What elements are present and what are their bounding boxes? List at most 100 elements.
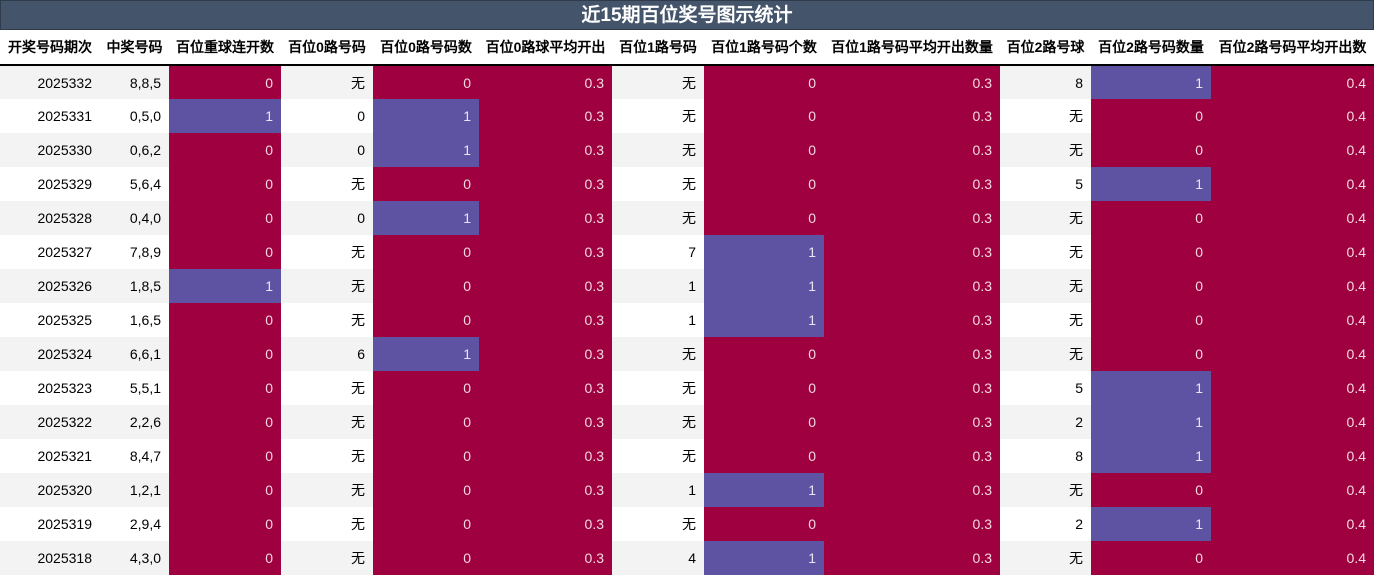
cell-route0-count: 0: [373, 405, 479, 439]
cell-route2-average: 0.4: [1211, 439, 1374, 473]
cell-route2-number: 无: [1000, 473, 1091, 507]
cell-numbers: 5,5,1: [100, 371, 169, 405]
cell-route0-number: 无: [281, 541, 373, 575]
cell-numbers: 7,8,9: [100, 235, 169, 269]
cell-route1-average: 0.3: [824, 405, 1000, 439]
cell-route0-count: 0: [373, 235, 479, 269]
cell-route1-number: 无: [612, 167, 704, 201]
cell-period: 2025323: [0, 371, 100, 405]
table-row: 2025326 1,8,5 1 无 0 0.3 1 1 0.3 无 0 0.4: [0, 269, 1374, 303]
cell-route1-number: 7: [612, 235, 704, 269]
cell-route2-number: 5: [1000, 167, 1091, 201]
cell-period: 2025322: [0, 405, 100, 439]
cell-route0-count: 0: [373, 167, 479, 201]
cell-route1-count: 0: [704, 507, 824, 541]
cell-route1-average: 0.3: [824, 541, 1000, 575]
header-row: 开奖号码期次 中奖号码 百位重球连开数 百位0路号码 百位0路号码数 百位0路球平均开出百…: [0, 30, 1374, 66]
cell-route0-count: 0: [373, 541, 479, 575]
table-row: 2025323 5,5,1 0 无 0 0.3 无 0 0.3 5 1 0.4: [0, 371, 1374, 405]
cell-route1-average: 0.3: [824, 133, 1000, 167]
cell-route0-number: 无: [281, 507, 373, 541]
cell-route0-count: 0: [373, 507, 479, 541]
cell-route2-number: 8: [1000, 65, 1091, 99]
cell-route1-count: 0: [704, 371, 824, 405]
table-row: 2025330 0,6,2 0 0 1 0.3 无 0 0.3 无 0 0.4: [0, 133, 1374, 167]
cell-route0-count: 0: [373, 269, 479, 303]
table-row: 2025325 1,6,5 0 无 0 0.3 1 1 0.3 无 0 0.4: [0, 303, 1374, 337]
cell-numbers: 0,4,0: [100, 201, 169, 235]
cell-hundreds-repeat-count: 0: [169, 133, 281, 167]
cell-route0-average: 0.3: [479, 371, 612, 405]
table-row: 2025318 4,3,0 0 无 0 0.3 4 1 0.3 无 0 0.4: [0, 541, 1374, 575]
table-row: 2025320 1,2,1 0 无 0 0.3 1 1 0.3 无 0 0.4: [0, 473, 1374, 507]
cell-route0-average: 0.3: [479, 269, 612, 303]
cell-hundreds-repeat-count: 0: [169, 337, 281, 371]
cell-route0-average: 0.3: [479, 541, 612, 575]
stats-table: 开奖号码期次 中奖号码 百位重球连开数 百位0路号码 百位0路号码数 百位0路球平均开出百…: [0, 30, 1374, 575]
cell-numbers: 2,2,6: [100, 405, 169, 439]
cell-route1-count: 1: [704, 303, 824, 337]
cell-route2-average: 0.4: [1211, 269, 1374, 303]
cell-period: 2025325: [0, 303, 100, 337]
cell-period: 2025329: [0, 167, 100, 201]
cell-hundreds-repeat-count: 0: [169, 235, 281, 269]
cell-route0-average: 0.3: [479, 99, 612, 133]
cell-route2-average: 0.4: [1211, 405, 1374, 439]
cell-route2-average: 0.4: [1211, 235, 1374, 269]
cell-route2-count: 0: [1091, 235, 1211, 269]
cell-route0-number: 无: [281, 405, 373, 439]
cell-route2-average: 0.4: [1211, 541, 1374, 575]
cell-route1-number: 无: [612, 405, 704, 439]
cell-route1-number: 1: [612, 269, 704, 303]
cell-hundreds-repeat-count: 1: [169, 99, 281, 133]
cell-route2-number: 无: [1000, 303, 1091, 337]
cell-numbers: 8,8,5: [100, 65, 169, 99]
column-header-route2-average: 百位2路号码平均开出数: [1211, 30, 1374, 66]
cell-route2-number: 2: [1000, 405, 1091, 439]
cell-hundreds-repeat-count: 0: [169, 371, 281, 405]
cell-period: 2025319: [0, 507, 100, 541]
cell-route2-count: 0: [1091, 541, 1211, 575]
cell-hundreds-repeat-count: 0: [169, 507, 281, 541]
cell-route1-count: 1: [704, 473, 824, 507]
cell-route0-number: 无: [281, 167, 373, 201]
cell-period: 2025331: [0, 99, 100, 133]
cell-period: 2025321: [0, 439, 100, 473]
cell-route0-count: 0: [373, 473, 479, 507]
cell-route1-count: 0: [704, 405, 824, 439]
table-row: 2025328 0,4,0 0 0 1 0.3 无 0 0.3 无 0 0.4: [0, 201, 1374, 235]
cell-hundreds-repeat-count: 0: [169, 439, 281, 473]
cell-route0-number: 0: [281, 133, 373, 167]
cell-route1-count: 1: [704, 269, 824, 303]
cell-numbers: 1,6,5: [100, 303, 169, 337]
cell-hundreds-repeat-count: 0: [169, 405, 281, 439]
cell-route1-average: 0.3: [824, 235, 1000, 269]
cell-route2-average: 0.4: [1211, 201, 1374, 235]
cell-route0-average: 0.3: [479, 473, 612, 507]
cell-route2-count: 1: [1091, 507, 1211, 541]
cell-period: 2025324: [0, 337, 100, 371]
cell-route2-number: 2: [1000, 507, 1091, 541]
cell-route1-average: 0.3: [824, 167, 1000, 201]
cell-numbers: 2,9,4: [100, 507, 169, 541]
cell-route0-average: 0.3: [479, 133, 612, 167]
cell-route1-average: 0.3: [824, 473, 1000, 507]
cell-route0-number: 无: [281, 269, 373, 303]
cell-route2-count: 0: [1091, 337, 1211, 371]
table-row: 2025327 7,8,9 0 无 0 0.3 7 1 0.3 无 0 0.4: [0, 235, 1374, 269]
cell-route1-average: 0.3: [824, 371, 1000, 405]
cell-route0-average: 0.3: [479, 235, 612, 269]
column-header-route1-average: 百位1路号码平均开出数量: [824, 30, 1000, 66]
cell-period: 2025327: [0, 235, 100, 269]
cell-route0-average: 0.3: [479, 507, 612, 541]
cell-route2-count: 0: [1091, 201, 1211, 235]
cell-route0-number: 6: [281, 337, 373, 371]
cell-route1-number: 无: [612, 337, 704, 371]
table-row: 2025322 2,2,6 0 无 0 0.3 无 0 0.3 2 1 0.4: [0, 405, 1374, 439]
cell-hundreds-repeat-count: 0: [169, 167, 281, 201]
column-header-route2-count: 百位2路号码数量: [1091, 30, 1211, 66]
cell-period: 2025318: [0, 541, 100, 575]
cell-route1-number: 1: [612, 473, 704, 507]
cell-route1-average: 0.3: [824, 201, 1000, 235]
cell-route1-number: 无: [612, 201, 704, 235]
